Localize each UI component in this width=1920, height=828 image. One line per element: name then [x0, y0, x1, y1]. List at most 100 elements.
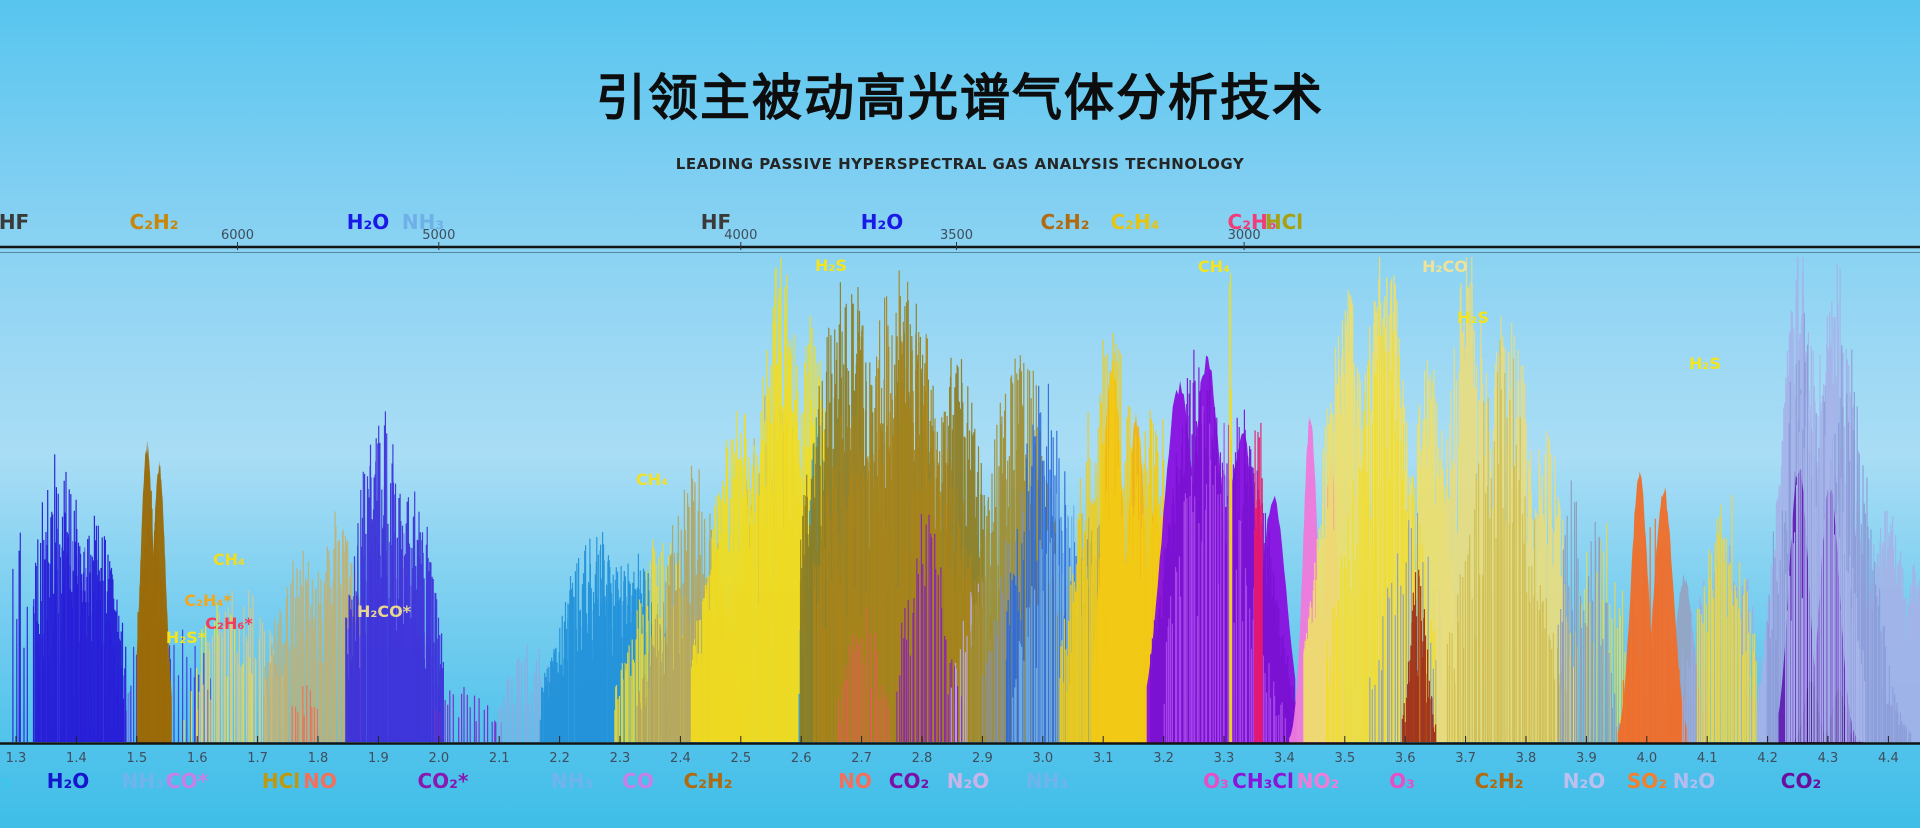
gas-label-top: C₂H₂: [130, 210, 179, 234]
wavelength-tick-label: 4.2: [1757, 751, 1778, 766]
wavelength-tick-label: 1.4: [66, 751, 87, 766]
gas-label-bottom: NO: [838, 769, 872, 793]
gas-label-bottom: N₂O: [1563, 769, 1606, 793]
band-no-1.78-salmon: [291, 685, 319, 742]
gas-label-bottom: CO₂: [1781, 769, 1821, 793]
gas-label-inplot: H₂S*: [166, 628, 207, 647]
wavelength-tick-label: 2.0: [428, 751, 449, 766]
gas-label-bottom: NH₃: [1026, 769, 1068, 793]
spectral-bands: [12, 257, 1920, 743]
band-h2o-1.4-main: [32, 454, 127, 742]
wavelength-tick-label: 2.6: [791, 751, 812, 766]
wavelength-tick-label: 1.3: [6, 751, 27, 766]
wavelength-tick-label: 1.9: [368, 751, 389, 766]
band-khaki-3.76: [1446, 340, 1570, 742]
band-co2-4.28-periwinkle-top: [1785, 351, 1866, 742]
wavelength-tick-label: 3.7: [1455, 751, 1476, 766]
gas-label-top: C₂H₂: [1041, 210, 1090, 234]
gas-label-bottom: NO₂: [1297, 769, 1340, 793]
wavelength-tick-label: 3.5: [1334, 751, 1355, 766]
wavelength-tick-label: 4.3: [1818, 751, 1839, 766]
gas-label-inplot: H₂S: [1457, 308, 1489, 327]
gas-label-bottom: O₃: [1203, 769, 1229, 793]
wavelength-tick-label: 2.1: [489, 751, 510, 766]
gas-label-top: C₂H₆: [1228, 210, 1277, 234]
wavenumber-tick-label: 4000: [724, 228, 757, 243]
band-h2o-1.9-main: [345, 411, 444, 742]
band-slate-3.90: [1557, 480, 1624, 742]
gas-label-top: C₂H₄: [1111, 210, 1160, 234]
wavelength-tick-label: 2.7: [851, 751, 872, 766]
band-so2-orange-lines: [1622, 518, 1685, 742]
wavelength-tick-label: 2.2: [549, 751, 570, 766]
gas-label-bottom: CO₂: [889, 769, 929, 793]
wavelength-tick-label: 2.4: [670, 751, 691, 766]
wavelength-tick-label: 4.4: [1878, 751, 1899, 766]
wavelength-tick-label: 2.8: [912, 751, 933, 766]
gas-label-bottom: SO₂: [1627, 769, 1667, 793]
gas-label-inplot: H₂S: [815, 256, 847, 275]
gas-label-inplot: CH₄: [213, 550, 245, 569]
wavelength-tick-label: 3.9: [1576, 751, 1597, 766]
page-subtitle: LEADING PASSIVE HYPERSPECTRAL GAS ANALYS…: [675, 155, 1245, 173]
wavelength-tick-label: 3.4: [1274, 751, 1295, 766]
gas-label-bottom: NH₃: [551, 769, 593, 793]
gas-label-bottom: CO₂*: [418, 769, 469, 793]
gas-label-bottom: C₂H₂: [1475, 769, 1524, 793]
wavelength-tick-label: 3.0: [1032, 751, 1053, 766]
band-no-2.70-salmon: [837, 606, 890, 742]
wavelength-tick-label: 4.0: [1636, 751, 1657, 766]
gas-label-bottom: H₂O: [47, 769, 90, 793]
wavelength-tick-label: 3.2: [1153, 751, 1174, 766]
gas-label-bottom: N₂O: [1673, 769, 1716, 793]
gas-label-bottom: CO*: [166, 769, 209, 793]
gas-label-top: HF: [701, 210, 731, 234]
band-h2o-left-edge: [12, 532, 28, 742]
gas-label-inplot: CH₄: [1198, 257, 1230, 276]
gas-label-top: H₂O: [861, 210, 904, 234]
gas-label-bottom: O₃: [1389, 769, 1415, 793]
wavelength-tick-label: 3.1: [1093, 751, 1114, 766]
gas-label-bottom: NO: [303, 769, 337, 793]
gas-label-inplot: H₂CO: [1422, 257, 1468, 276]
wavelength-tick-label: 3.8: [1516, 751, 1537, 766]
gas-labels: HFC₂H₂H₂ONH₃HFH₂OC₂H₂C₂H₄C₂H₆HClO₂H₂ONH₃…: [0, 210, 1821, 793]
gas-label-inplot: CH₄: [636, 470, 668, 489]
gas-label-inplot: C₂H₆*: [205, 614, 253, 633]
band-co2-2.05-purple: [435, 687, 502, 742]
wavelength-tick-label: 2.3: [610, 751, 631, 766]
gas-label-bottom: C₂H₂: [684, 769, 733, 793]
wavenumber-tick-label: 3000: [1228, 228, 1261, 243]
wavelength-tick-label: 1.5: [126, 751, 147, 766]
gas-label-top: HF: [0, 210, 29, 234]
band-crimson-3.36: [1253, 422, 1263, 742]
gas-label-bottom: CH₃Cl: [1232, 769, 1294, 793]
gas-label-inplot: C₂H₄*: [184, 591, 232, 610]
wavelength-tick-label: 3.6: [1395, 751, 1416, 766]
band-darkred-3.62: [1401, 569, 1437, 742]
gas-label-inplot: H₂CO*: [357, 602, 412, 621]
chart-axes: 6000 5000 4000 3500 3000 1.3 1.4 1.5 1.6 1.7 1.8 1.…: [0, 228, 1920, 766]
wavelength-tick-label: 2.9: [972, 751, 993, 766]
band-ch4-3.31-marker: [1229, 273, 1233, 742]
band-c2h2-1.53-lines: [137, 490, 172, 742]
gas-label-bottom: CO: [622, 769, 654, 793]
wavenumber-tick-label: 3500: [940, 228, 973, 243]
wavenumber-tick-label: 5000: [422, 228, 455, 243]
gas-label-top: HCl: [1265, 210, 1303, 234]
wavelength-tick-label: 4.1: [1697, 751, 1718, 766]
wavelength-tick-label: 1.7: [247, 751, 268, 766]
gas-label-bottom: HCl: [262, 769, 300, 793]
gas-label-bottom: N₂O: [947, 769, 990, 793]
gas-label-bottom: NH₃*: [122, 769, 175, 793]
wavenumber-tick-label: 6000: [221, 228, 254, 243]
gas-label-inplot: H₂S: [1689, 354, 1721, 373]
gas-label-top: H₂O: [347, 210, 390, 234]
wavelength-tick-label: 1.6: [187, 751, 208, 766]
wavelength-tick-label: 1.8: [308, 751, 329, 766]
band-yellow-4.13: [1696, 494, 1757, 742]
wavelength-tick-label: 2.5: [730, 751, 751, 766]
page-title: 引领主被动高光谱气体分析技术: [596, 69, 1324, 127]
